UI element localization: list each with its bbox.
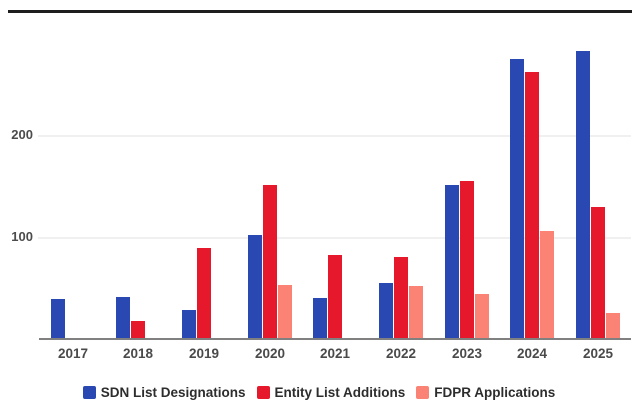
bar-2025-sdn-list-designations [576,51,590,338]
bar-2019-entity-list-additions [197,248,211,338]
bar-2020-fdpr-applications [278,285,292,338]
legend-label: SDN List Designations [100,385,246,400]
legend-swatch-icon [416,386,430,399]
bar-2022-sdn-list-designations [379,283,393,338]
x-axis-tick-label: 2022 [385,346,417,361]
gridline-200 [38,135,631,137]
y-axis-tick-label: 200 [11,127,33,143]
x-axis-tick-label: 2020 [254,346,286,361]
bar-2020-entity-list-additions [263,185,277,338]
bar-2023-entity-list-additions [460,181,474,338]
gridline-100 [38,237,631,239]
x-axis-tick-label: 2025 [582,346,614,361]
x-axis-tick-label: 2018 [122,346,154,361]
bar-2024-entity-list-additions [525,72,539,338]
x-axis-line [39,338,631,340]
legend-swatch-icon [82,386,96,399]
bar-2022-entity-list-additions [394,257,408,338]
bar-2025-fdpr-applications [606,313,620,338]
bar-2018-sdn-list-designations [116,297,130,338]
bar-2023-sdn-list-designations [445,185,459,338]
bar-2025-entity-list-additions [591,207,605,338]
bar-2020-sdn-list-designations [248,235,262,338]
x-axis-tick-label: 2023 [451,346,483,361]
bar-2022-fdpr-applications [409,286,423,338]
bar-2021-entity-list-additions [328,255,342,338]
legend-swatch-icon [256,386,270,399]
bar-2019-sdn-list-designations [182,310,196,338]
x-axis-tick-label: 2017 [57,346,89,361]
bar-2021-sdn-list-designations [313,298,327,338]
bar-2018-entity-list-additions [131,321,145,338]
x-axis-tick-label: 2024 [516,346,548,361]
bar-2024-fdpr-applications [540,231,554,338]
top-divider-rule [8,10,632,13]
bar-2024-sdn-list-designations [510,59,524,338]
x-axis-tick-label: 2021 [319,346,351,361]
bar-2017-sdn-list-designations [51,299,65,338]
legend-item-sdn-list-designations: SDN List Designations [82,385,246,400]
legend-item-entity-list-additions: Entity List Additions [256,385,406,400]
legend-item-fdpr-applications: FDPR Applications [416,385,555,400]
x-axis-tick-label: 2019 [188,346,220,361]
legend-label: FDPR Applications [434,385,556,400]
y-axis-tick-label: 100 [11,229,33,245]
legend-label: Entity List Additions [274,385,406,400]
chart-legend: SDN List Designations Entity List Additio… [0,385,638,400]
bar-2023-fdpr-applications [475,294,489,338]
